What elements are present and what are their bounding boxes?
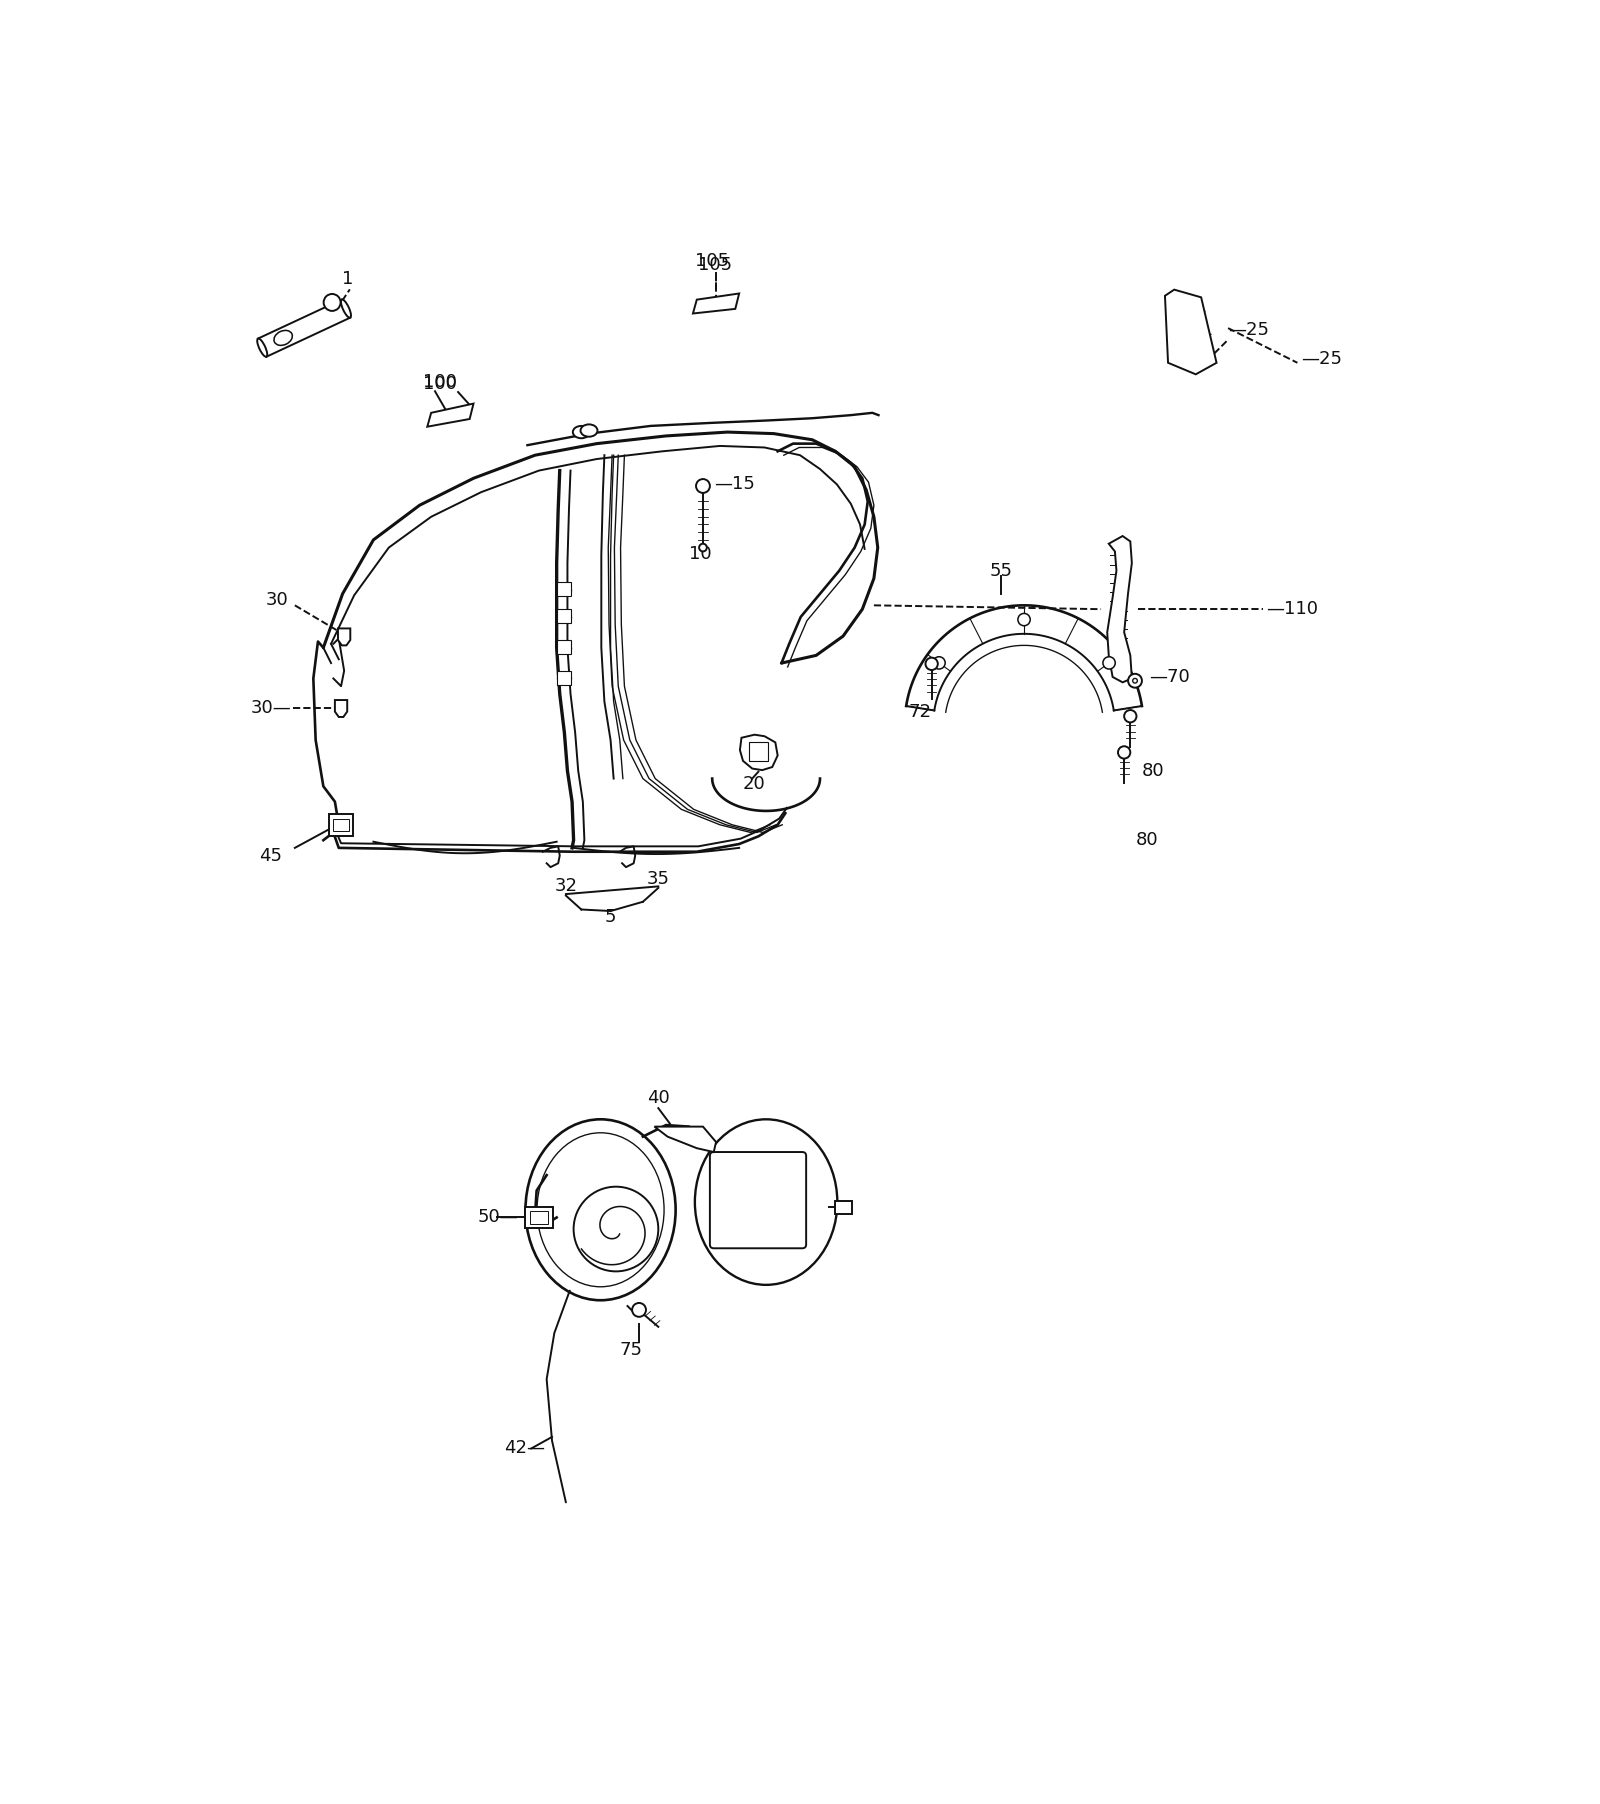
Polygon shape <box>1107 536 1131 682</box>
Circle shape <box>699 543 707 552</box>
Text: 32: 32 <box>555 877 578 895</box>
Polygon shape <box>693 294 739 314</box>
Text: —110: —110 <box>1267 601 1318 619</box>
Text: 35: 35 <box>646 870 670 888</box>
Ellipse shape <box>694 1118 837 1284</box>
Text: —25: —25 <box>1301 350 1342 368</box>
Circle shape <box>323 294 341 310</box>
Polygon shape <box>334 700 347 716</box>
Text: 100: 100 <box>424 375 458 393</box>
Text: 100: 100 <box>424 373 458 391</box>
Text: —70: —70 <box>1149 667 1190 686</box>
Circle shape <box>574 1187 658 1272</box>
FancyBboxPatch shape <box>710 1153 806 1248</box>
Polygon shape <box>739 734 778 770</box>
Bar <box>835 1200 853 1214</box>
Ellipse shape <box>274 330 293 345</box>
Text: 105: 105 <box>698 256 733 274</box>
Polygon shape <box>338 628 350 646</box>
Polygon shape <box>258 299 350 357</box>
Circle shape <box>1118 747 1130 758</box>
Bar <box>557 671 571 686</box>
Text: 5: 5 <box>605 907 616 925</box>
Bar <box>328 814 354 835</box>
Ellipse shape <box>573 426 590 438</box>
Text: 42—: 42— <box>504 1440 546 1458</box>
Text: 20: 20 <box>742 776 766 794</box>
Bar <box>749 743 768 761</box>
Text: 80: 80 <box>1136 832 1158 850</box>
Circle shape <box>632 1302 646 1317</box>
Ellipse shape <box>581 424 597 437</box>
Bar <box>530 1210 549 1223</box>
Circle shape <box>933 657 946 669</box>
Text: 50—: 50— <box>477 1209 518 1227</box>
Text: 40: 40 <box>646 1090 670 1108</box>
Ellipse shape <box>341 299 350 318</box>
Text: 45: 45 <box>259 846 283 864</box>
Circle shape <box>1125 711 1136 722</box>
Text: 80: 80 <box>1142 761 1165 779</box>
Text: 72: 72 <box>909 702 931 720</box>
Ellipse shape <box>525 1118 675 1301</box>
Bar <box>557 583 571 595</box>
Text: 10: 10 <box>690 545 712 563</box>
Text: 30—: 30— <box>250 698 291 716</box>
Circle shape <box>696 480 710 492</box>
Text: —25: —25 <box>1229 321 1269 339</box>
Circle shape <box>1102 657 1115 669</box>
Text: 1: 1 <box>342 271 354 289</box>
Text: 75: 75 <box>619 1340 643 1358</box>
Polygon shape <box>427 404 474 428</box>
Circle shape <box>925 658 938 669</box>
Bar <box>557 610 571 622</box>
Polygon shape <box>1165 290 1216 373</box>
Text: —15: —15 <box>715 476 755 494</box>
Text: 55: 55 <box>989 561 1013 579</box>
Bar <box>333 819 349 832</box>
Bar <box>557 640 571 653</box>
Polygon shape <box>654 1128 717 1153</box>
Circle shape <box>1133 678 1138 684</box>
Text: 30: 30 <box>266 592 288 610</box>
Circle shape <box>1128 675 1142 687</box>
Ellipse shape <box>258 339 267 357</box>
Text: 105: 105 <box>696 253 730 271</box>
Circle shape <box>1018 613 1030 626</box>
Bar <box>525 1207 554 1229</box>
Ellipse shape <box>538 1133 664 1286</box>
